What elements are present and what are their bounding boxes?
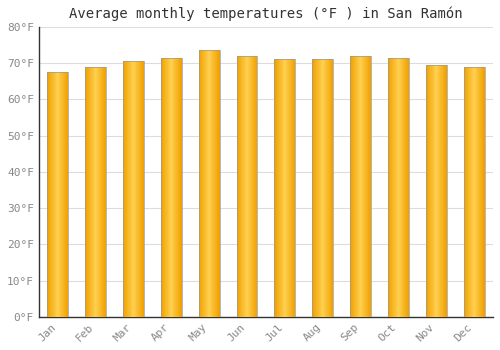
Bar	[161, 58, 182, 317]
Bar	[198, 50, 220, 317]
Title: Average monthly temperatures (°F ) in San Ramón: Average monthly temperatures (°F ) in Sa…	[69, 7, 462, 21]
Bar	[388, 58, 409, 317]
Bar	[426, 65, 446, 317]
Bar	[48, 72, 68, 317]
Bar	[123, 61, 144, 317]
Bar	[274, 60, 295, 317]
Bar	[464, 66, 484, 317]
Bar	[312, 60, 333, 317]
Bar	[236, 56, 258, 317]
Bar	[350, 56, 371, 317]
Bar	[85, 66, 106, 317]
